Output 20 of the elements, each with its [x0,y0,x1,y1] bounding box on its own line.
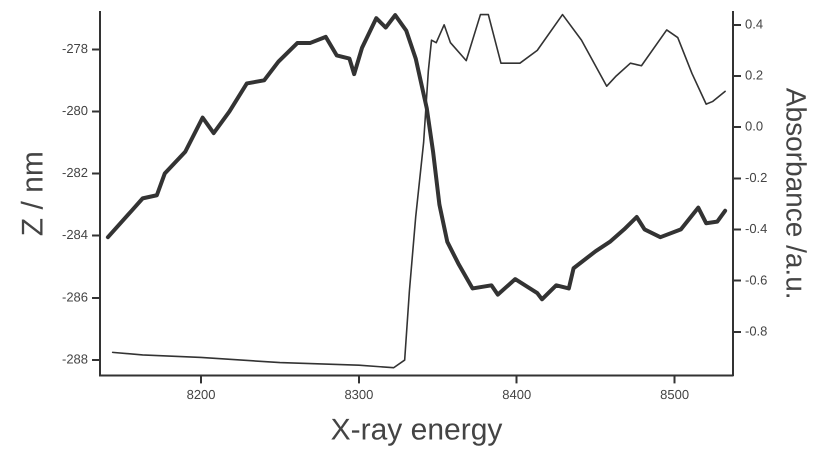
x-tick-label: 8500 [660,386,690,402]
y2-tick-label: -0.4 [745,221,768,236]
y2-tick-label: 0.0 [745,118,764,134]
y2-tick-label: -0.2 [745,170,768,185]
y-tick-label: -288 [62,351,88,366]
y-tick-label: -282 [62,165,88,180]
x-tick-label: 8300 [344,386,374,402]
y-tick-label: -278 [62,40,88,56]
y2-tick-label: 0.4 [745,16,764,32]
y2-tick-label: -0.8 [745,323,768,338]
y-tick-label: -286 [62,289,88,304]
x-tick-label: 8400 [502,386,532,402]
y2-tick-label: 0.2 [745,68,764,83]
y2-tick-label: -0.6 [745,272,768,288]
y2-axis-title: Absorbance /a.u. [780,88,812,300]
x-tick-label: 8200 [186,386,216,402]
y-tick-label: -280 [62,102,88,118]
y-axis-title: Z / nm [16,151,50,236]
x-axis-title: X-ray energy [330,413,502,446]
y-tick-label: -284 [62,227,88,242]
